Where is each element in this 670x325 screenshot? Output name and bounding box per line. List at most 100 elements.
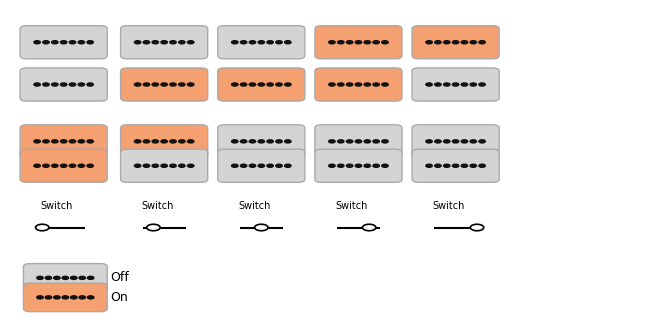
Circle shape (62, 276, 68, 280)
Circle shape (285, 140, 291, 143)
Circle shape (329, 164, 335, 167)
Circle shape (152, 164, 159, 167)
Circle shape (373, 164, 379, 167)
Circle shape (52, 164, 58, 167)
Circle shape (147, 224, 160, 231)
FancyBboxPatch shape (412, 26, 499, 59)
Circle shape (170, 83, 176, 86)
Circle shape (36, 224, 49, 231)
Circle shape (470, 140, 476, 143)
FancyBboxPatch shape (315, 68, 402, 101)
Circle shape (79, 296, 86, 299)
Circle shape (267, 83, 273, 86)
FancyBboxPatch shape (121, 149, 208, 182)
Circle shape (285, 164, 291, 167)
FancyBboxPatch shape (20, 149, 107, 182)
Circle shape (479, 83, 485, 86)
Circle shape (452, 164, 459, 167)
Circle shape (461, 41, 468, 44)
Text: Switch: Switch (336, 201, 368, 211)
Circle shape (161, 140, 168, 143)
Circle shape (346, 83, 353, 86)
Circle shape (470, 224, 484, 231)
FancyBboxPatch shape (412, 68, 499, 101)
Circle shape (34, 164, 40, 167)
Circle shape (143, 164, 149, 167)
Circle shape (267, 164, 273, 167)
Circle shape (143, 41, 149, 44)
FancyBboxPatch shape (218, 125, 305, 158)
Circle shape (285, 83, 291, 86)
Circle shape (435, 140, 441, 143)
Circle shape (87, 83, 93, 86)
Circle shape (435, 83, 441, 86)
Circle shape (43, 164, 49, 167)
FancyBboxPatch shape (121, 125, 208, 158)
Circle shape (69, 164, 76, 167)
Circle shape (87, 140, 93, 143)
Circle shape (452, 83, 459, 86)
Circle shape (60, 140, 67, 143)
Circle shape (435, 164, 441, 167)
Circle shape (249, 41, 256, 44)
Circle shape (87, 41, 93, 44)
Circle shape (188, 140, 194, 143)
Circle shape (338, 140, 344, 143)
Circle shape (170, 140, 176, 143)
Circle shape (37, 296, 43, 299)
Circle shape (373, 83, 379, 86)
Circle shape (452, 41, 459, 44)
Circle shape (373, 140, 379, 143)
Circle shape (52, 41, 58, 44)
Circle shape (70, 296, 77, 299)
Circle shape (461, 140, 468, 143)
Circle shape (258, 140, 265, 143)
Circle shape (452, 140, 459, 143)
FancyBboxPatch shape (20, 26, 107, 59)
Circle shape (143, 83, 149, 86)
Circle shape (179, 164, 185, 167)
Circle shape (444, 140, 450, 143)
Circle shape (54, 296, 60, 299)
Circle shape (426, 140, 432, 143)
Circle shape (87, 164, 93, 167)
Circle shape (276, 83, 282, 86)
Circle shape (152, 140, 159, 143)
Circle shape (364, 140, 371, 143)
Circle shape (255, 224, 268, 231)
Circle shape (364, 41, 371, 44)
FancyBboxPatch shape (23, 264, 107, 292)
Circle shape (444, 83, 450, 86)
Circle shape (249, 140, 256, 143)
Circle shape (241, 41, 247, 44)
Circle shape (338, 41, 344, 44)
Circle shape (78, 164, 84, 167)
Circle shape (161, 41, 168, 44)
Circle shape (34, 83, 40, 86)
Text: Off: Off (111, 271, 129, 284)
Circle shape (479, 140, 485, 143)
Circle shape (479, 164, 485, 167)
Circle shape (470, 164, 476, 167)
Circle shape (78, 140, 84, 143)
Circle shape (188, 164, 194, 167)
FancyBboxPatch shape (218, 26, 305, 59)
Circle shape (267, 41, 273, 44)
Circle shape (338, 83, 344, 86)
Circle shape (364, 83, 371, 86)
Circle shape (135, 140, 141, 143)
Circle shape (152, 83, 159, 86)
Circle shape (444, 164, 450, 167)
Circle shape (249, 83, 256, 86)
Circle shape (152, 41, 159, 44)
Circle shape (461, 164, 468, 167)
Circle shape (34, 140, 40, 143)
FancyBboxPatch shape (412, 149, 499, 182)
Circle shape (470, 83, 476, 86)
Circle shape (79, 276, 86, 280)
Circle shape (258, 41, 265, 44)
Circle shape (69, 83, 76, 86)
Circle shape (46, 296, 52, 299)
Circle shape (179, 140, 185, 143)
Circle shape (346, 41, 353, 44)
